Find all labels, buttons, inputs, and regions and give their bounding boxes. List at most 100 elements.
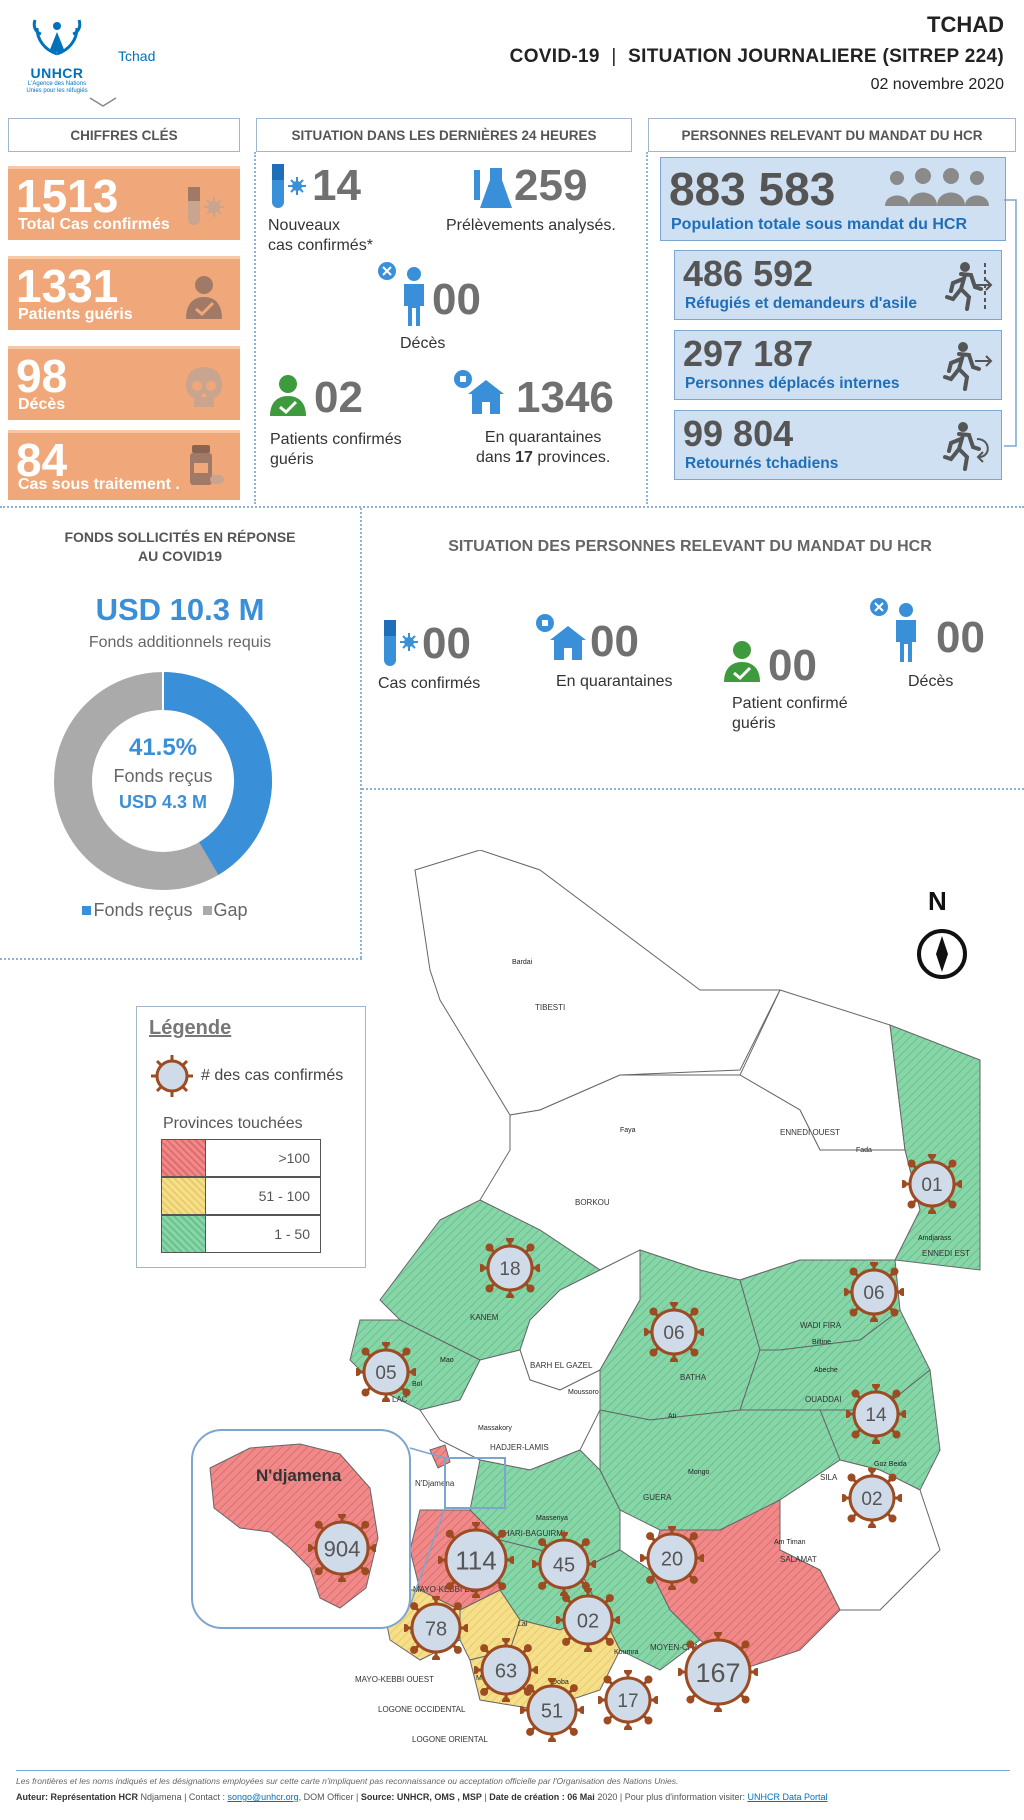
returnees-label: Retournés tchadiens	[685, 455, 839, 472]
map-town-mongo: Mongo	[688, 1469, 710, 1476]
map-legend-cases-label: # des cas confirmés	[201, 1067, 344, 1084]
key-figure-deaths: 98 Décès	[8, 346, 240, 420]
test-tube-virus-icon	[272, 164, 306, 208]
unhcr-tagline: L'Agence des Nations Unies pour les réfu…	[26, 81, 88, 94]
divider-horizontal-3	[0, 958, 362, 960]
map-label-batha: BATHA	[680, 1373, 707, 1382]
footer-rule	[16, 1770, 1010, 1771]
new-cases-label-line1: Nouveaux	[268, 217, 341, 234]
map-label-ennedi-est: ENNEDI EST	[922, 1249, 970, 1258]
legend-gap-swatch	[202, 905, 212, 915]
map-town-pala: Pala	[410, 1629, 424, 1636]
idp-walking-icon	[943, 342, 993, 391]
country-label-small: Tchad	[118, 48, 156, 64]
footer-author-city: Ndjamena	[140, 1792, 182, 1802]
under-treatment-value: 84	[16, 434, 68, 486]
chevron-down-icon	[89, 97, 117, 107]
poc-returnees-card: 99 804 Retournés tchadiens	[674, 410, 1002, 480]
map-label-logone-occidental: LOGONE OCCIDENTAL	[378, 1705, 466, 1714]
new-cases-value: 14	[312, 161, 361, 210]
idps-label: Personnes déplacés internes	[685, 375, 900, 392]
poc-recovered-label: Patient confirmé guéris	[732, 694, 848, 734]
divider-horizontal-1	[0, 506, 1024, 508]
test-tube-virus-icon	[188, 187, 224, 225]
refugees-value: 486 592	[683, 253, 814, 294]
legend-swatch-low	[162, 1216, 206, 1252]
recovered-value: 1331	[16, 260, 119, 312]
funding-donut-chart	[54, 672, 273, 890]
recovered-person-icon	[270, 375, 306, 416]
footer-author-label: Auteur:	[16, 1792, 48, 1802]
population-group-icon	[885, 168, 989, 206]
map-town-fada: Fada	[856, 1147, 872, 1154]
map-label-mayo-kebbi-ouest: MAYO-KEBBI OUEST	[355, 1675, 434, 1684]
report-title: COVID-19 | SITUATION JOURNALIERE (SITREP…	[510, 46, 1004, 68]
new-cases-label: Nouveaux cas confirmés*	[268, 216, 373, 256]
quarantine-house-icon	[454, 370, 504, 414]
compass-north-label: N	[928, 886, 947, 916]
legend-swatch-high	[162, 1140, 206, 1176]
medicine-bottle-icon	[190, 445, 224, 485]
recovered-24h-label: Patients confirmés guéris	[270, 430, 402, 470]
map-label-guera: GUERA	[643, 1493, 672, 1502]
deaths-24h-label: Décès	[400, 335, 446, 352]
virus-bubble-icon	[151, 1055, 193, 1097]
returnee-icon	[943, 422, 989, 471]
new-cases-label-line2: cas confirmés*	[268, 237, 373, 254]
map-town-amdjarass: Amdjarass	[918, 1235, 952, 1242]
funds-requested-label: Fonds additionnels requis	[88, 634, 272, 651]
map-town-abeche: Abeche	[814, 1367, 838, 1374]
funds-title-line1: FONDS SOLLICITÉS EN RÉPONSE	[64, 529, 296, 545]
country-title: TCHAD	[927, 12, 1004, 37]
map-label-hadjer-lamis: HADJER-LAMIS	[490, 1443, 549, 1452]
ndjamena-inset	[191, 1429, 506, 1629]
poc-total-label: Population totale sous mandat du HCR	[671, 216, 968, 233]
map-label-salamat: SALAMAT	[780, 1555, 817, 1564]
quarantine-province-count: 17	[515, 449, 533, 466]
divider-vertical-2	[646, 152, 648, 504]
poc-cases-label: Cas confirmés	[378, 675, 481, 692]
quarantine-house-icon	[536, 614, 586, 660]
unhcr-emblem-icon	[32, 19, 82, 56]
recovered-label: Patients guéris	[18, 306, 133, 323]
donut-legend: Fonds reçus Gap	[40, 900, 290, 921]
death-person-icon	[870, 598, 916, 662]
map-town-doba: Doba	[552, 1679, 569, 1686]
key-figure-recovered: 1331 Patients guéris	[8, 256, 240, 330]
funds-title-line2: AU COVID19	[137, 548, 223, 564]
divider-vertical-1	[254, 152, 256, 504]
footer-disclaimer: Les frontières et les noms indiqués et l…	[16, 1776, 679, 1786]
returnees-value: 99 804	[683, 413, 794, 454]
refugee-crossing-icon	[945, 262, 993, 311]
footer-author: Représentation HCR	[50, 1792, 139, 1802]
legend-range-low: 1 - 50	[274, 1226, 310, 1242]
divider-horizontal-2	[362, 788, 1024, 790]
recovered-24h-label-line2: guéris	[270, 451, 314, 468]
map-label-tibesti: TIBESTI	[535, 1003, 565, 1012]
funds-title: FONDS SOLLICITÉS EN RÉPONSE AU COVID19	[20, 528, 340, 566]
quarantine-label-pre: dans	[476, 449, 516, 466]
deaths-24h-value: 00	[432, 275, 481, 324]
map-label-kanem: KANEM	[470, 1313, 499, 1322]
inset-label: N'djamena	[256, 1466, 342, 1485]
poc-recovered-label-line1: Patient confirmé	[732, 695, 848, 712]
donut-received-arc	[162, 672, 273, 875]
legend-row-high: >100	[161, 1139, 321, 1177]
refugees-label: Réfugiés et demandeurs d'asile	[685, 295, 917, 312]
map-town-massenya: Massenya	[536, 1515, 568, 1522]
footer-contact-email[interactable]: songo@unhcr.org	[227, 1792, 299, 1802]
map-town-bardai: Bardai	[512, 959, 533, 966]
map-label-ennedi-ouest: ENNEDI OUEST	[780, 1128, 840, 1137]
map-town-goz-beida: Goz Beida	[874, 1461, 907, 1468]
total-cases-label: Total Cas confirmés	[18, 216, 170, 233]
total-cases-value: 1513	[16, 170, 119, 222]
footer-portal-link[interactable]: UNHCR Data Portal	[747, 1792, 828, 1802]
legend-row-low: 1 - 50	[161, 1215, 321, 1253]
map-town-mao: Mao	[440, 1357, 454, 1364]
quarantine-label-post: provinces.	[532, 449, 611, 466]
footer-contact-role: , DOM Officer	[298, 1792, 354, 1802]
map-town-moussoro: Moussoro	[568, 1389, 599, 1396]
test-tube-virus-icon	[384, 620, 418, 666]
legend-received-swatch	[82, 905, 92, 915]
map-label-sila: SILA	[820, 1473, 838, 1482]
